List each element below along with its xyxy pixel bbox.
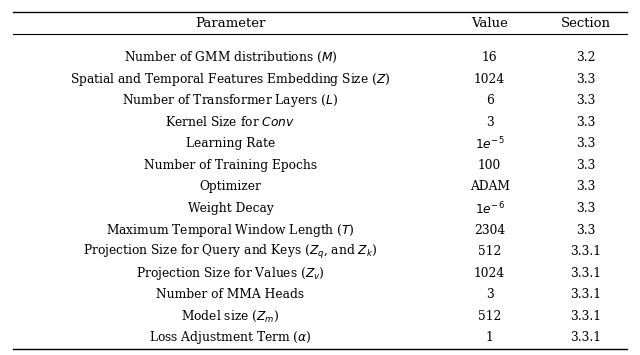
Text: Section: Section xyxy=(561,17,611,29)
Text: 512: 512 xyxy=(478,245,501,258)
Text: Learning Rate: Learning Rate xyxy=(186,137,275,151)
Text: 3.3: 3.3 xyxy=(576,224,595,236)
Text: 3.3: 3.3 xyxy=(576,137,595,151)
Text: 3.2: 3.2 xyxy=(576,51,595,64)
Text: 3.3: 3.3 xyxy=(576,180,595,193)
Text: Number of MMA Heads: Number of MMA Heads xyxy=(156,288,305,301)
Text: 3.3: 3.3 xyxy=(576,202,595,215)
Text: Value: Value xyxy=(471,17,508,29)
Text: 2304: 2304 xyxy=(474,224,505,236)
Text: 16: 16 xyxy=(482,51,497,64)
Text: Projection Size for Values ($Z_v$): Projection Size for Values ($Z_v$) xyxy=(136,265,325,282)
Text: 6: 6 xyxy=(486,94,493,107)
Text: 3.3: 3.3 xyxy=(576,94,595,107)
Text: Parameter: Parameter xyxy=(195,17,266,29)
Text: 3.3.1: 3.3.1 xyxy=(570,288,601,301)
Text: 3.3: 3.3 xyxy=(576,159,595,172)
Text: ADAM: ADAM xyxy=(470,180,509,193)
Text: 3.3.1: 3.3.1 xyxy=(570,310,601,323)
Text: 3.3.1: 3.3.1 xyxy=(570,245,601,258)
Text: 100: 100 xyxy=(478,159,501,172)
Text: $1e^{-6}$: $1e^{-6}$ xyxy=(475,200,504,217)
Text: 3.3: 3.3 xyxy=(576,73,595,86)
Text: Number of Transformer Layers ($L$): Number of Transformer Layers ($L$) xyxy=(122,92,339,109)
Text: Projection Size for Query and Keys ($Z_q$, and $Z_k$): Projection Size for Query and Keys ($Z_q… xyxy=(83,242,378,261)
Text: Number of Training Epochs: Number of Training Epochs xyxy=(144,159,317,172)
Text: 3: 3 xyxy=(486,288,493,301)
Text: 1024: 1024 xyxy=(474,267,505,280)
Text: Optimizer: Optimizer xyxy=(200,180,261,193)
Text: Weight Decay: Weight Decay xyxy=(188,202,273,215)
Text: 1: 1 xyxy=(486,331,493,344)
Text: Maximum Temporal Window Length ($T$): Maximum Temporal Window Length ($T$) xyxy=(106,222,355,239)
Text: Spatial and Temporal Features Embedding Size ($Z$): Spatial and Temporal Features Embedding … xyxy=(70,71,391,88)
Text: 3.3: 3.3 xyxy=(576,116,595,129)
Text: Kernel Size for $\mathit{Conv}$: Kernel Size for $\mathit{Conv}$ xyxy=(165,115,296,129)
Text: Number of GMM distributions ($M$): Number of GMM distributions ($M$) xyxy=(124,50,337,65)
Text: 1024: 1024 xyxy=(474,73,505,86)
Text: Loss Adjustment Term ($\alpha$): Loss Adjustment Term ($\alpha$) xyxy=(149,329,312,346)
Text: Model size ($Z_m$): Model size ($Z_m$) xyxy=(181,309,280,324)
Text: $1e^{-5}$: $1e^{-5}$ xyxy=(475,136,504,152)
Text: 3.3.1: 3.3.1 xyxy=(570,331,601,344)
Text: 3: 3 xyxy=(486,116,493,129)
Text: 512: 512 xyxy=(478,310,501,323)
Text: 3.3.1: 3.3.1 xyxy=(570,267,601,280)
